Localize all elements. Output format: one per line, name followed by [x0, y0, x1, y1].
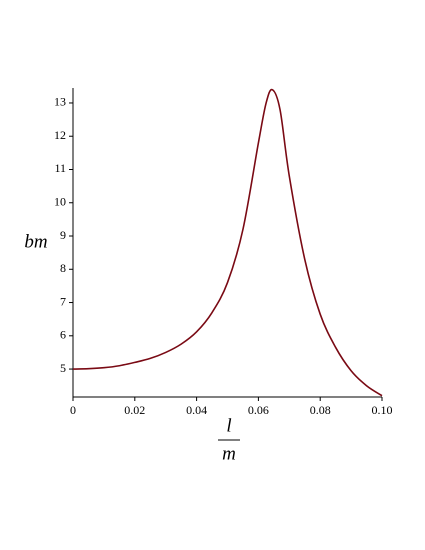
x-axis-label-denominator: m: [222, 443, 236, 464]
x-tick-label: 0.10: [372, 403, 393, 417]
x-tick-label: 0.02: [124, 403, 145, 417]
y-tick-label: 12: [54, 128, 66, 142]
y-tick-label: 10: [54, 195, 66, 209]
y-tick-label: 8: [60, 261, 66, 275]
y-tick-label: 6: [60, 328, 66, 342]
x-axis-label-numerator: l: [226, 415, 231, 436]
y-tick-label: 5: [60, 361, 66, 375]
x-tick-label: 0.06: [248, 403, 269, 417]
y-tick-label: 11: [54, 161, 66, 175]
y-tick-label: 9: [60, 228, 66, 242]
line: [72, 88, 383, 397]
x-tick-label: 0.04: [186, 403, 207, 417]
y-axis-label: bm: [24, 231, 47, 252]
y-tick-label: 13: [54, 95, 66, 109]
y-tick-label: 7: [60, 294, 66, 308]
x-tick-label: 0: [70, 403, 76, 417]
x-tick-label: 0.08: [310, 403, 331, 417]
